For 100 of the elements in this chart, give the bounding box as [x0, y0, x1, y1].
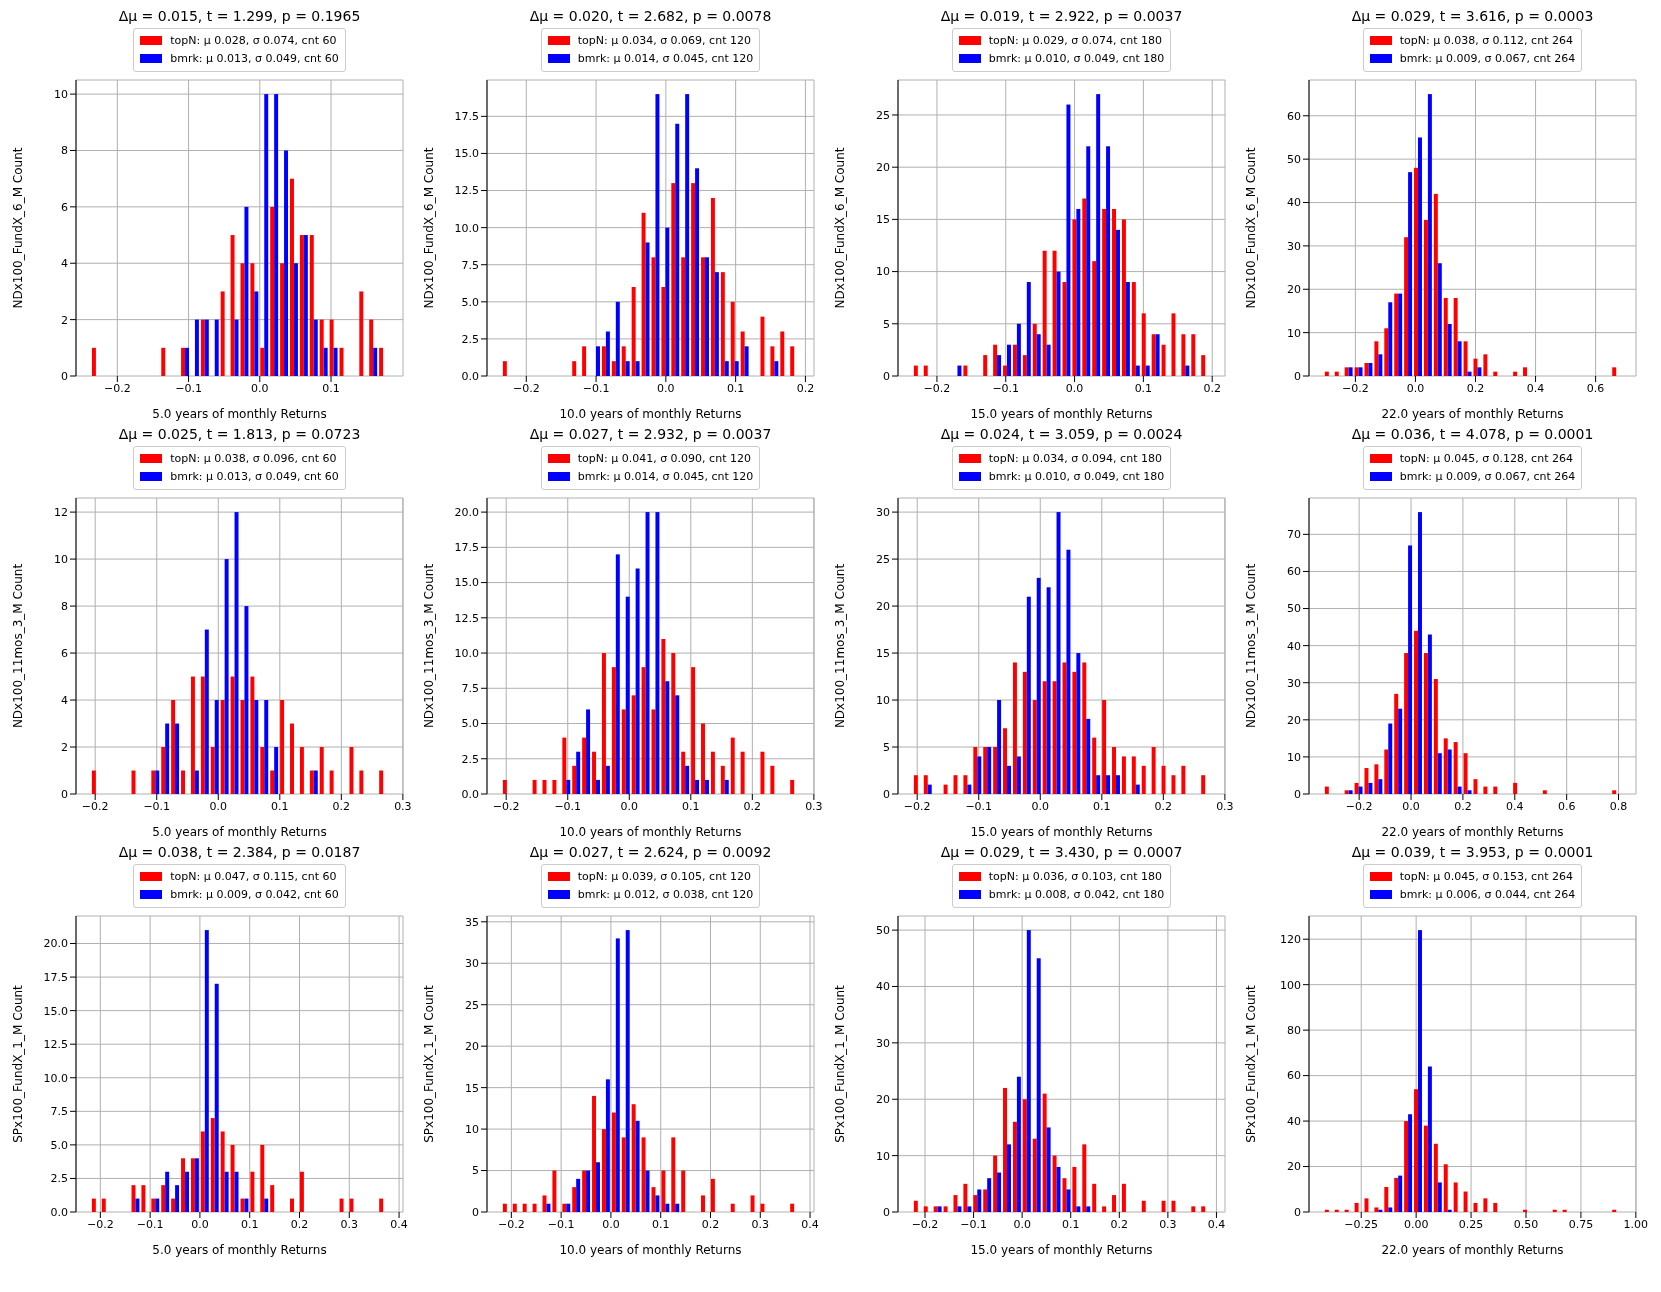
- x-tick-label: 0.0: [251, 381, 269, 395]
- chart-title: Δμ = 0.027, t = 2.932, p = 0.0037: [528, 426, 773, 444]
- y-tick-label: 12.5: [454, 184, 479, 198]
- legend-label: topN: μ 0.038, σ 0.096, cnt 60: [170, 451, 337, 465]
- x-tick-label: 0.3: [751, 1217, 770, 1231]
- legend-label: topN: μ 0.039, σ 0.105, cnt 120: [577, 869, 751, 883]
- legend-label: bmrk: μ 0.009, σ 0.042, cnt 60: [170, 887, 339, 901]
- legend-label: topN: μ 0.034, σ 0.069, cnt 120: [577, 33, 751, 47]
- y-tick-label: 50: [876, 924, 890, 937]
- y-tick-label: 5: [883, 317, 890, 331]
- y-tick-label: 0: [472, 1205, 479, 1219]
- y-tick-label: 50: [1287, 602, 1301, 616]
- x-tick-label: 1.00: [1623, 1217, 1649, 1231]
- y-tick-label: 0: [61, 787, 68, 801]
- x-tick-label: 0.2: [1110, 1217, 1129, 1231]
- y-tick-label: 4: [61, 257, 68, 271]
- x-axis-title: 15.0 years of monthly Returns: [970, 825, 1153, 839]
- y-tick-label: 0: [1294, 369, 1301, 383]
- x-axis-title: 5.0 years of monthly Returns: [152, 825, 327, 839]
- legend-label: bmrk: μ 0.013, σ 0.049, cnt 60: [170, 469, 339, 483]
- y-tick-label: 20: [1287, 713, 1301, 727]
- legend-label: topN: μ 0.047, σ 0.115, cnt 60: [170, 869, 337, 883]
- x-tick-label: 0.1: [1134, 381, 1153, 395]
- y-axis-title: NDx100_11mos_3_M Count: [833, 563, 848, 729]
- y-tick-label: 0.0: [50, 1205, 68, 1219]
- y-axis-title: SPx100_FundX_1_M Count: [1244, 984, 1259, 1143]
- y-tick-label: 120: [1280, 933, 1301, 947]
- y-tick-label: 0: [883, 1205, 890, 1219]
- y-axis-title: NDx100_11mos_3_M Count: [1244, 563, 1259, 729]
- x-tick-label: 0.8: [1609, 799, 1628, 813]
- x-tick-label: 0.1: [322, 381, 340, 395]
- y-tick-label: 0: [1294, 787, 1301, 801]
- y-axis-title: NDx100_FundX_6_M Count: [422, 147, 437, 309]
- x-tick-label: −0.2: [492, 799, 520, 813]
- y-tick-label: 10: [54, 552, 68, 566]
- y-axis-title: NDx100_FundX_6_M Count: [11, 147, 26, 309]
- legend-label: topN: μ 0.038, σ 0.112, cnt 264: [1399, 33, 1573, 47]
- x-tick-label: 0.6: [1557, 799, 1576, 813]
- y-tick-label: 35: [465, 915, 479, 929]
- x-tick-label: 0.00: [1403, 1217, 1429, 1231]
- y-tick-label: 2.5: [50, 1172, 68, 1186]
- legend-label: topN: μ 0.045, σ 0.128, cnt 264: [1399, 451, 1573, 465]
- legend-label: bmrk: μ 0.010, σ 0.049, cnt 180: [988, 51, 1165, 65]
- legend-label: topN: μ 0.029, σ 0.074, cnt 180: [988, 33, 1162, 47]
- y-tick-label: 60: [1287, 109, 1301, 123]
- x-tick-label: 0.25: [1458, 1217, 1484, 1231]
- y-tick-label: 20.0: [43, 937, 68, 951]
- chart-title: Δμ = 0.027, t = 2.624, p = 0.0092: [528, 844, 773, 862]
- y-tick-label: 17.5: [43, 970, 68, 984]
- x-tick-label: 0.0: [620, 799, 639, 813]
- y-tick-label: 5.0: [461, 295, 479, 309]
- x-axis-title: 5.0 years of monthly Returns: [152, 1243, 327, 1257]
- x-tick-label: 0.50: [1513, 1217, 1539, 1231]
- y-axis-title: SPx100_FundX_1_M Count: [422, 984, 437, 1143]
- x-tick-label: 0.0: [1031, 799, 1050, 813]
- y-tick-label: 25: [876, 552, 890, 566]
- y-tick-label: 80: [1287, 1024, 1301, 1038]
- y-tick-label: 30: [1287, 239, 1301, 253]
- legend-label: bmrk: μ 0.013, σ 0.049, cnt 60: [170, 51, 339, 65]
- chart-title: Δμ = 0.024, t = 3.059, p = 0.0024: [939, 426, 1184, 444]
- x-tick-label: −0.2: [81, 799, 109, 813]
- y-tick-label: 17.5: [454, 541, 479, 555]
- x-tick-label: −0.1: [582, 381, 610, 395]
- x-tick-label: 0.6: [1586, 381, 1605, 395]
- x-axis-title: 10.0 years of monthly Returns: [559, 407, 742, 421]
- y-tick-label: 0: [1294, 1205, 1301, 1219]
- x-tick-label: 0.3: [394, 799, 412, 813]
- y-tick-label: 15.0: [43, 1004, 68, 1018]
- y-axis-title: SPx100_FundX_1_M Count: [833, 984, 848, 1143]
- y-tick-label: 20: [876, 161, 890, 175]
- x-axis-title: 22.0 years of monthly Returns: [1381, 825, 1564, 839]
- y-tick-label: 7.5: [461, 682, 479, 696]
- x-axis-title: 10.0 years of monthly Returns: [559, 1243, 742, 1257]
- x-tick-label: 0.0: [602, 1217, 620, 1231]
- y-tick-label: 25: [465, 998, 479, 1012]
- x-tick-label: 0.4: [801, 1217, 819, 1231]
- y-tick-label: 10.0: [454, 646, 479, 660]
- legend-label: bmrk: μ 0.012, σ 0.038, cnt 120: [577, 887, 754, 901]
- y-tick-label: 15: [465, 1081, 479, 1095]
- y-tick-label: 20: [465, 1040, 479, 1054]
- legend-label: topN: μ 0.045, σ 0.153, cnt 264: [1399, 869, 1573, 883]
- x-tick-label: 0.1: [726, 381, 745, 395]
- y-tick-label: 40: [876, 980, 890, 994]
- y-tick-label: 10.0: [454, 221, 479, 235]
- x-tick-label: 0.2: [1203, 381, 1221, 395]
- x-tick-label: 0.2: [290, 1217, 309, 1231]
- legend-label: bmrk: μ 0.014, σ 0.045, cnt 120: [577, 51, 754, 65]
- x-tick-label: 0.2: [332, 799, 351, 813]
- y-tick-label: 15.0: [454, 147, 479, 161]
- y-tick-label: 10: [1287, 750, 1301, 764]
- chart-title: Δμ = 0.020, t = 2.682, p = 0.0078: [528, 8, 773, 26]
- x-tick-label: −0.1: [965, 799, 993, 813]
- y-tick-label: 30: [465, 957, 479, 971]
- y-tick-label: 0: [883, 787, 890, 801]
- legend-label: topN: μ 0.028, σ 0.074, cnt 60: [170, 33, 337, 47]
- y-tick-label: 6: [61, 646, 68, 660]
- y-tick-label: 8: [61, 599, 68, 613]
- x-tick-label: −0.2: [1342, 381, 1369, 395]
- chart-title: Δμ = 0.015, t = 1.299, p = 0.1965: [117, 8, 362, 26]
- legend-label: bmrk: μ 0.009, σ 0.067, cnt 264: [1399, 51, 1576, 65]
